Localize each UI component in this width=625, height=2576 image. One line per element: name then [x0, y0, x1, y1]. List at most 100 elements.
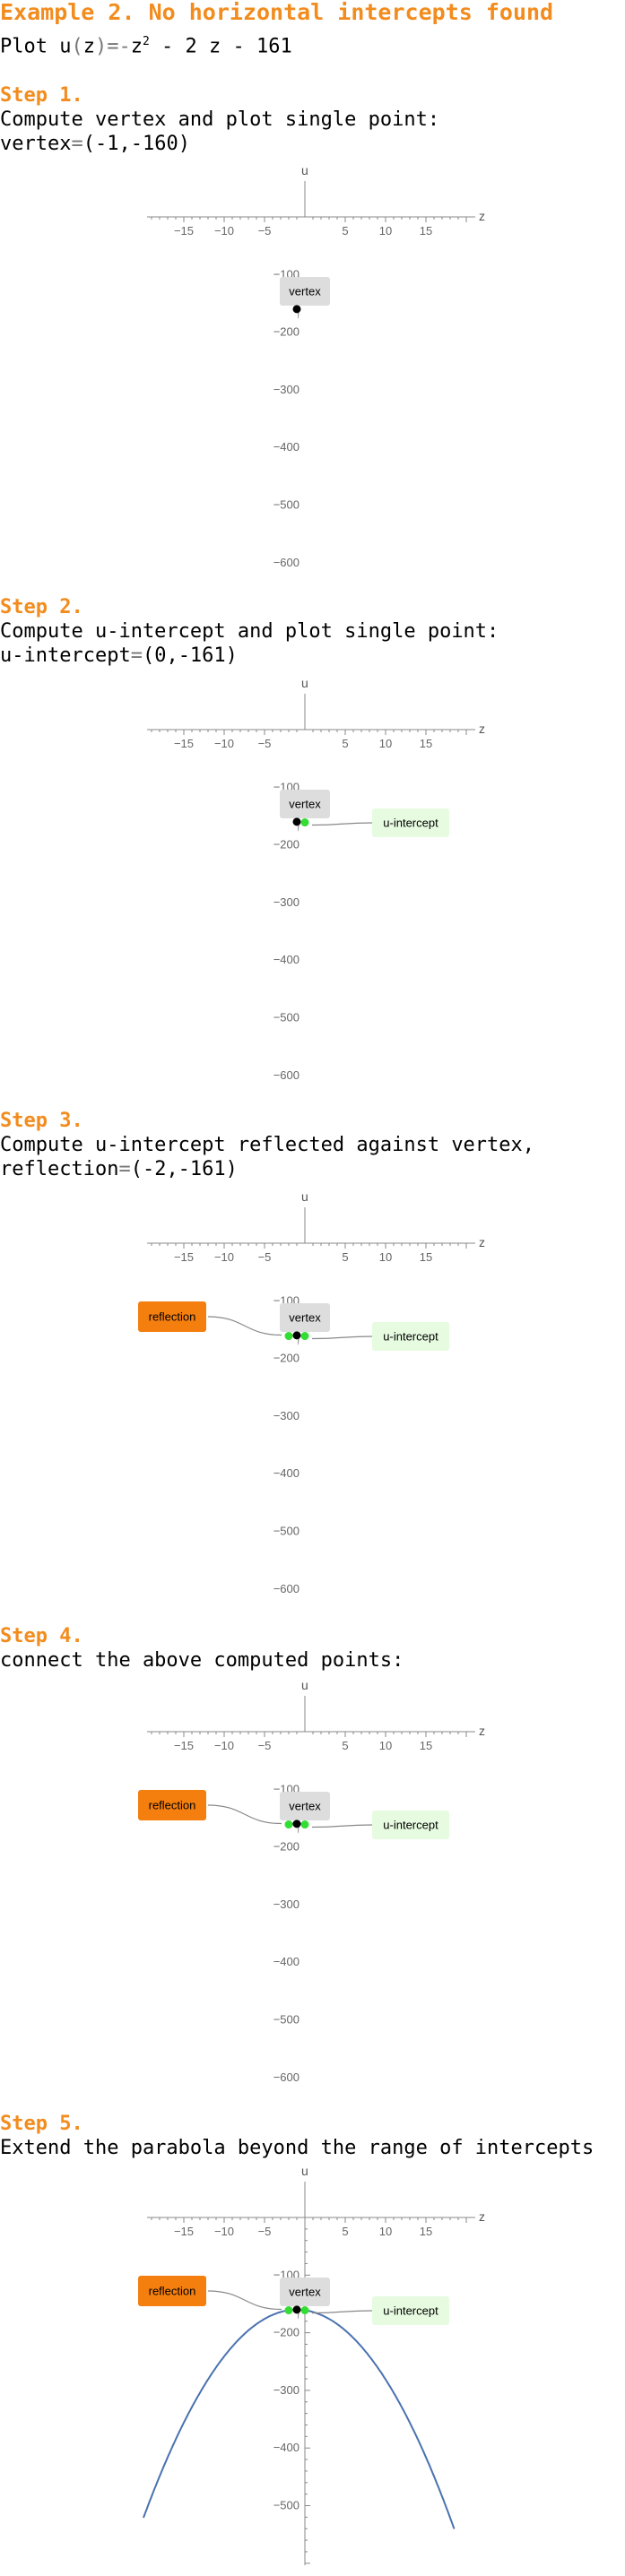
intercept-callout-box [372, 2296, 449, 2325]
reflection-callout: reflection [138, 2276, 282, 2311]
x-tick-label: −15 [174, 2225, 194, 2238]
result-equals: = [71, 133, 83, 155]
y-tick-label: −300 [273, 2383, 299, 2397]
y-tick-label: −300 [273, 1897, 299, 1911]
x-tick-label: 5 [342, 2225, 348, 2238]
plot-instruction: Plot u(z)=-z2 - 2 z - 161 [0, 30, 292, 58]
plot-instruction-prefix: Plot [0, 35, 60, 58]
reflection-callout-leader-line [207, 2290, 282, 2311]
intercept-callout: u-intercept [311, 1811, 449, 1839]
reflection-point [284, 1332, 293, 1341]
x-axis-label: z [479, 722, 485, 736]
vertex-callout-box [280, 1303, 330, 1332]
x-tick-label: −15 [174, 737, 194, 750]
x-tick-label: −5 [258, 1739, 272, 1752]
intercept-point [300, 1820, 309, 1829]
reflection-point [284, 2306, 293, 2315]
x-tick-label: −15 [174, 224, 194, 238]
reflection-callout: reflection [138, 1301, 282, 1336]
y-tick-label: −500 [273, 498, 299, 512]
open-paren: ( [71, 35, 83, 58]
y-tick-label: −200 [273, 838, 299, 851]
vertex-callout-box [280, 2278, 330, 2306]
vertex-point [292, 2305, 301, 2314]
x-axis-label: z [479, 209, 485, 223]
vertex-point [292, 817, 301, 826]
y-tick-label: −500 [273, 2499, 299, 2512]
result-name: vertex [0, 133, 72, 155]
step-3-plot: zu−15 −10 −5 5 10 15−100−200−300−400−500−600v… [138, 1189, 485, 1595]
reflection-callout-text: reflection [149, 1310, 196, 1324]
intercept-callout-text: u-intercept [383, 1330, 438, 1344]
vertex-callout-text: vertex [289, 285, 321, 298]
y-tick-label: −600 [273, 2070, 299, 2084]
x-tick-label: 15 [420, 1739, 432, 1752]
equals-minus: =- [107, 35, 131, 58]
y-tick-label: −600 [273, 556, 299, 569]
x-tick-label: 5 [342, 224, 348, 238]
intercept-callout-text: u-intercept [383, 2304, 438, 2318]
x-tick-label: 15 [420, 224, 432, 238]
x-tick-label: 10 [379, 1739, 392, 1752]
x-axis-label: z [479, 2209, 485, 2224]
x-tick-label: 5 [342, 737, 348, 750]
x-tick-label: −10 [214, 1739, 234, 1752]
x-tick-label: −10 [214, 2225, 234, 2238]
y-tick-label: −600 [273, 1068, 299, 1082]
step-5-plot: zu−15 −10 −5 5 10 15−100−200−300−400−500verte… [138, 2164, 485, 2565]
intercept-callout-text: u-intercept [383, 817, 438, 830]
vertex-callout-text: vertex [289, 798, 321, 811]
y-tick-label: −200 [273, 1840, 299, 1854]
intercept-callout-leader-line [311, 2310, 373, 2314]
y-tick-label: −400 [273, 2441, 299, 2454]
x-tick-label: −15 [174, 1250, 194, 1264]
result-value: (-1,-160) [82, 133, 190, 155]
y-tick-label: −300 [273, 383, 299, 396]
intercept-callout-leader-line [311, 822, 373, 826]
close-paren: ) [94, 35, 108, 58]
y-tick-label: −300 [273, 895, 299, 909]
intercept-callout: u-intercept [311, 1322, 449, 1351]
intercept-callout-leader-line [311, 1336, 373, 1340]
reflection-callout-box [138, 1301, 206, 1332]
step-1-description: Compute vertex and plot single point: [0, 108, 440, 131]
y-tick-label: −200 [273, 325, 299, 339]
x-tick-label: −5 [258, 2225, 272, 2238]
x-tick-label: −5 [258, 224, 272, 238]
page-title: Example 2. No horizontal intercepts foun… [0, 0, 554, 25]
intercept-callout-text: u-intercept [383, 1819, 438, 1832]
reflection-callout-leader-line [207, 1316, 282, 1336]
y-tick-label: −400 [273, 440, 299, 454]
y-tick-label: −400 [273, 953, 299, 966]
x-tick-label: −15 [174, 1739, 194, 1752]
y-axis-label: u [301, 1189, 308, 1204]
vertex-callout: vertex [280, 1302, 330, 1345]
intercept-callout-box [372, 1322, 449, 1351]
step-5-heading: Step 5. [0, 2113, 83, 2135]
x-tick-label: 15 [420, 737, 432, 750]
reflection-callout-leader-line [207, 1804, 282, 1825]
vertex-callout-box [280, 277, 330, 306]
step-1-heading: Step 1. [0, 84, 83, 107]
intercept-callout-box [372, 808, 449, 837]
function-variable: z [82, 35, 95, 58]
reflection-callout: reflection [138, 1790, 282, 1825]
vertex-callout-box [280, 1792, 330, 1820]
intercept-point [300, 1332, 309, 1341]
parabola-curve [143, 2308, 456, 2529]
linear-constant-terms: - 2 z - 161 [149, 35, 292, 58]
vertex-point [292, 1331, 301, 1340]
y-axis-label: u [301, 676, 308, 690]
vertex-callout-text: vertex [289, 1311, 321, 1325]
vertex-callout: vertex [280, 276, 330, 319]
intercept-callout: u-intercept [311, 2296, 449, 2325]
reflection-callout-box [138, 2276, 206, 2306]
vertex-callout-text: vertex [289, 2286, 321, 2299]
step-4-heading: Step 4. [0, 1625, 83, 1647]
result-value: (-2,-161) [130, 1158, 238, 1180]
vertex-callout: vertex [280, 2277, 330, 2320]
vertex-callout-text: vertex [289, 1800, 321, 1813]
step-3-heading: Step 3. [0, 1110, 83, 1132]
result-name: u-intercept [0, 644, 131, 667]
step-2-heading: Step 2. [0, 596, 83, 618]
